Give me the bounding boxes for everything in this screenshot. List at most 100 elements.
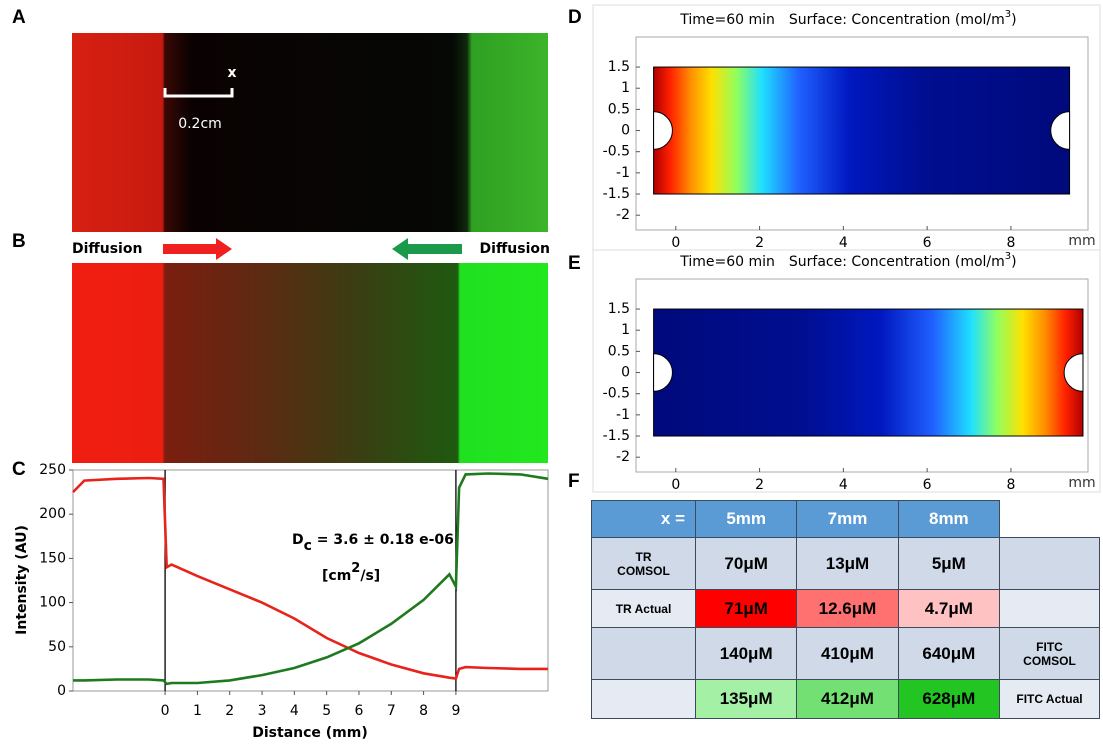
header-cell: 8mm (897, 500, 1001, 538)
title-part: ) (1011, 254, 1016, 270)
data-table: x = 5mm 7mm 8mm TR COMSOL 70μM 13μM 5μM … (591, 500, 1100, 719)
x-tick-label: 8 (419, 703, 428, 719)
header-cell: x = (591, 500, 696, 538)
y-tick-label: 0.5 (608, 101, 630, 117)
chart-title: Time=60 min Surface: Concentration (mol/m… (679, 9, 1016, 28)
x-tick-label: 4 (839, 477, 848, 493)
cell: 71μM (694, 589, 798, 628)
title-part: Time=60 min (679, 12, 775, 28)
header-cell: 5mm (694, 500, 798, 538)
panel-label: A (12, 7, 26, 28)
panel-frame (592, 249, 1101, 493)
y-tick-label: -0.5 (603, 386, 630, 402)
x-tick-label: 0 (671, 235, 680, 251)
y-tick-label: 1 (621, 80, 630, 96)
cell: 70μM (694, 537, 798, 590)
panel-label: F (568, 471, 580, 492)
y-axis-label: Intensity (AU) (14, 525, 30, 635)
panel-label: B (12, 231, 26, 252)
scale-bar (163, 88, 234, 98)
notch (653, 353, 673, 392)
data-line (73, 472, 549, 686)
notch (1063, 353, 1084, 392)
scale-bar-label: 0.2cm (178, 116, 222, 132)
x-tick-label: 1 (193, 703, 202, 719)
annotation-part: /s] (360, 568, 380, 584)
y-tick-label: -1 (616, 407, 630, 423)
annotation-part: c (304, 538, 312, 554)
y-tick-label: -1.5 (603, 186, 630, 202)
x-tick-label: 8 (1006, 477, 1015, 493)
annotation: Dc = 3.6 ± 0.18 e-06 (292, 532, 454, 554)
y-tick-label: 200 (39, 506, 66, 522)
cell: 410μM (796, 627, 899, 680)
y-tick-label: 0.5 (608, 343, 630, 359)
cell: TR COMSOL (591, 537, 696, 590)
header-cell: 7mm (796, 500, 899, 538)
x-tick-label: 5 (322, 703, 331, 719)
cell (591, 679, 696, 719)
y-tick-label: 100 (39, 595, 66, 611)
concentration-field (653, 308, 1084, 437)
x-tick-label: 6 (355, 703, 364, 719)
cell: 5μM (897, 537, 1001, 590)
x-tick-label: 0 (671, 477, 680, 493)
row: TR COMSOL 70μM 13μM 5μM (591, 537, 1100, 590)
annotation-part: 2 (351, 561, 360, 576)
y-tick-label: 0 (57, 683, 66, 699)
x-tick-label: 2 (755, 477, 764, 493)
annotation-part: D (292, 532, 304, 548)
x-tick-label: 2 (755, 235, 764, 251)
annotation-part: = 3.6 ± 0.18 e-06 (312, 532, 454, 548)
y-tick-label: 250 (39, 462, 66, 478)
row: 135μM 412μM 628μM FITC Actual (591, 679, 1100, 719)
y-tick-label: 50 (48, 639, 66, 655)
y-tick-label: 1.5 (608, 301, 630, 317)
header-row: x = 5mm 7mm 8mm (591, 500, 1100, 538)
row: 140μM 410μM 640μM FITC COMSOL (591, 627, 1100, 680)
cell (999, 537, 1100, 590)
panel-label: D (568, 7, 582, 28)
annotation: [cm2/s] (322, 561, 380, 585)
cell: FITC COMSOL (999, 627, 1100, 680)
cell: 4.7μM (897, 589, 1001, 628)
title-part: Time=60 min (679, 254, 775, 270)
title-part: Surface: Concentration (mol/m (789, 12, 1005, 28)
y-tick-label: 1.5 (608, 59, 630, 75)
cell (999, 589, 1100, 628)
diffusion-label: Diffusion (480, 241, 550, 257)
notch (653, 111, 673, 150)
cell: 140μM (694, 627, 798, 680)
microscopy-image (72, 263, 548, 463)
cell: 628μM (897, 679, 1001, 719)
x-tick-label: 0 (161, 703, 170, 719)
title-part: Surface: Concentration (mol/m (789, 254, 1005, 270)
cell: 12.6μM (796, 589, 899, 628)
arrow (163, 238, 232, 260)
x-axis-label: Distance (mm) (252, 725, 368, 741)
y-tick-label: -1.5 (603, 428, 630, 444)
title-part: 3 (1005, 9, 1011, 20)
annotation-part: [cm (322, 568, 351, 584)
notch (1050, 111, 1071, 150)
y-tick-label: -0.5 (603, 144, 630, 160)
x-unit: mm (1068, 233, 1095, 249)
cell (591, 627, 696, 680)
arrow (392, 238, 462, 260)
x-tick-label: 3 (258, 703, 267, 719)
x-tick-label: 9 (451, 703, 460, 719)
chart-title: Time=60 min Surface: Concentration (mol/m… (679, 251, 1016, 270)
concentration-field (653, 66, 1071, 195)
header-cell (999, 500, 1100, 538)
x-tick-label: 2 (225, 703, 234, 719)
panel-label: C (12, 459, 26, 480)
title-part: ) (1011, 12, 1016, 28)
panel-label: E (568, 253, 581, 274)
cell: FITC Actual (999, 679, 1100, 719)
cell: 640μM (897, 627, 1001, 680)
x-tick-label: 4 (290, 703, 299, 719)
cell: 412μM (796, 679, 899, 719)
x-tick-label: 4 (839, 235, 848, 251)
